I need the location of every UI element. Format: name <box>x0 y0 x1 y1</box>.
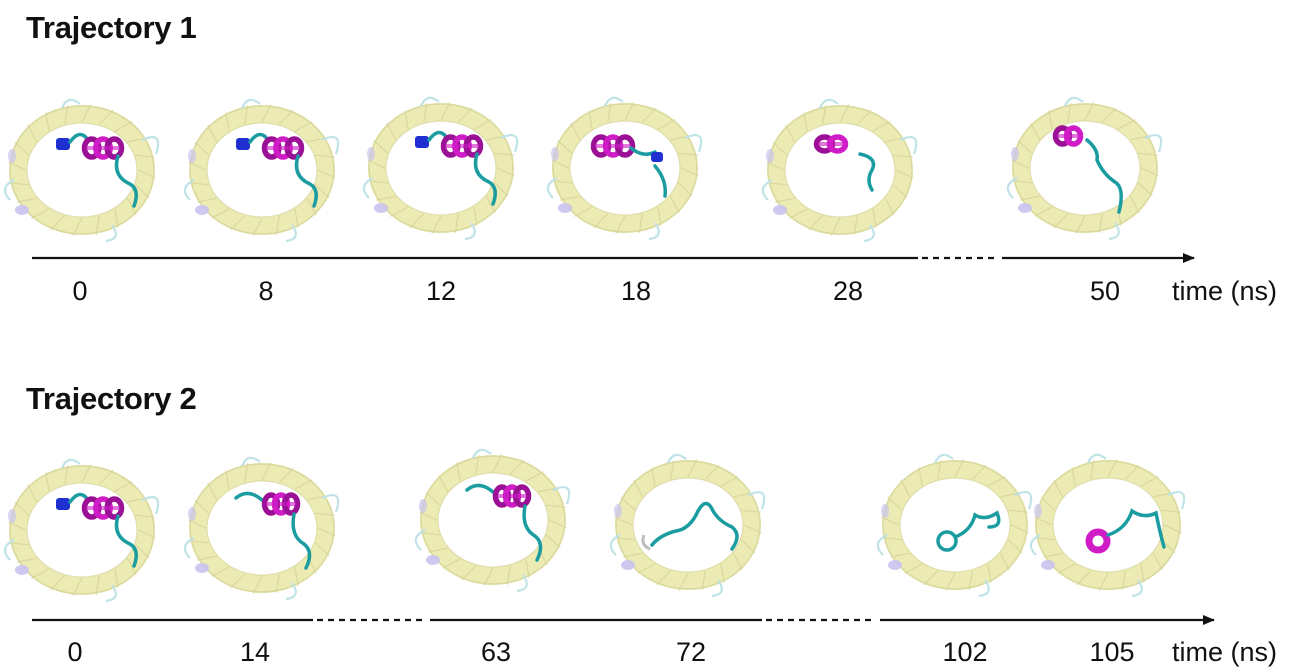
coil-segment <box>465 483 495 494</box>
coil-segment <box>114 514 138 568</box>
loop-segments <box>3 458 160 603</box>
coil-segment <box>114 154 138 208</box>
lipid-blob <box>15 205 29 215</box>
barrel-ring <box>882 460 1028 590</box>
barrel-ring <box>1035 460 1181 590</box>
t1-time-label: 0 <box>72 276 88 306</box>
loop-segments <box>3 98 160 243</box>
lipid-blob <box>888 560 902 570</box>
barrel-ring <box>189 105 335 235</box>
t1-snapshot-12ns <box>362 96 519 241</box>
lipid-blob <box>1018 203 1032 213</box>
t1-snapshot-18ns <box>546 96 703 241</box>
alpha-helix <box>1085 528 1111 554</box>
t2-snapshot-72ns <box>609 453 766 598</box>
trajectory-1-title: Trajectory 1 <box>26 10 197 45</box>
t1-snapshot-28ns <box>761 98 918 243</box>
barrel-ring <box>368 103 514 233</box>
alpha-helix <box>440 134 484 158</box>
t1-snapshot-8ns <box>183 98 340 243</box>
t1-time-unit: time (ns) <box>1172 276 1278 306</box>
alpha-helix <box>492 484 532 508</box>
barrel-ring <box>420 455 566 585</box>
coil-segment <box>936 530 958 552</box>
coil-segment <box>650 501 739 551</box>
barrel-ring <box>552 103 698 233</box>
alpha-helix <box>261 136 305 160</box>
loop-segments <box>1029 453 1186 598</box>
t1-snapshot-50ns <box>1006 96 1163 241</box>
t2-time-label: 14 <box>239 637 271 667</box>
lipid-blob <box>195 205 209 215</box>
barrel-ring <box>615 460 761 590</box>
loop-segments <box>414 448 571 593</box>
alpha-helix <box>261 492 301 516</box>
coil-segment <box>953 510 1001 539</box>
t2-snapshot-14ns <box>183 456 340 601</box>
t1-time-label: 28 <box>832 276 864 306</box>
n-terminus <box>236 138 250 150</box>
t2-time-label: 63 <box>480 637 512 667</box>
loop-segments <box>183 98 340 243</box>
t1-time-label: 12 <box>425 276 457 306</box>
barrel-ring <box>767 105 913 235</box>
coil-segment <box>653 164 668 198</box>
loop-segments <box>546 96 703 241</box>
t2-time-label: 105 <box>1089 637 1135 667</box>
t2-snapshot-63ns <box>414 448 571 593</box>
coil-segment <box>291 512 312 570</box>
coil-segment <box>522 504 543 562</box>
n-terminus <box>651 152 663 162</box>
t1-time-label: 18 <box>620 276 652 306</box>
alpha-helix <box>590 134 636 158</box>
loop-segments <box>609 453 766 598</box>
t2-snapshot-0ns <box>3 458 160 603</box>
alpha-helix <box>81 136 125 160</box>
alpha-helix <box>813 134 849 154</box>
alpha-helix <box>81 496 125 520</box>
coil-segment <box>473 152 497 206</box>
lipid-blob <box>195 563 209 573</box>
loop-segments <box>183 456 340 601</box>
trajectory-1-snapshots <box>3 96 1163 243</box>
barrel-ring <box>9 465 155 595</box>
lipid-blob <box>426 555 440 565</box>
t1-time-label: 8 <box>258 276 274 306</box>
trajectory-2-snapshots <box>3 448 1186 603</box>
t2-time-label: 102 <box>942 637 988 667</box>
lipid-blob <box>621 560 635 570</box>
lipid-blob <box>1041 560 1055 570</box>
t2-time-label: 0 <box>67 637 83 667</box>
t2-snapshot-105ns <box>1029 453 1186 598</box>
coil-segment <box>629 146 657 156</box>
n-terminus <box>56 498 70 510</box>
t2-snapshot-102ns <box>876 453 1033 598</box>
coil-segment <box>234 491 264 502</box>
coil-segment <box>1106 508 1166 549</box>
barrel-ring <box>189 463 335 593</box>
trajectory-2-title: Trajectory 2 <box>26 381 197 416</box>
lipid-blob <box>773 205 787 215</box>
lipid-blob <box>15 565 29 575</box>
alpha-helix <box>1052 125 1084 147</box>
loop-segments <box>1006 96 1163 241</box>
coil-segment <box>858 152 876 192</box>
t1-snapshot-0ns <box>3 98 160 243</box>
lipid-blob <box>374 203 388 213</box>
barrel-ring <box>1012 103 1158 233</box>
t2-time-unit: time (ns) <box>1172 637 1278 667</box>
n-terminus <box>56 138 70 150</box>
t1-time-label: 50 <box>1089 276 1121 306</box>
barrel-ring <box>9 105 155 235</box>
loop-segments <box>761 98 918 243</box>
t2-time-label: 72 <box>675 637 707 667</box>
loop-segments <box>876 453 1033 598</box>
lipid-blob <box>558 203 572 213</box>
coil-segment <box>294 154 318 208</box>
coil-segment <box>1085 138 1123 214</box>
n-terminus <box>415 136 429 148</box>
loop-segments <box>362 96 519 241</box>
